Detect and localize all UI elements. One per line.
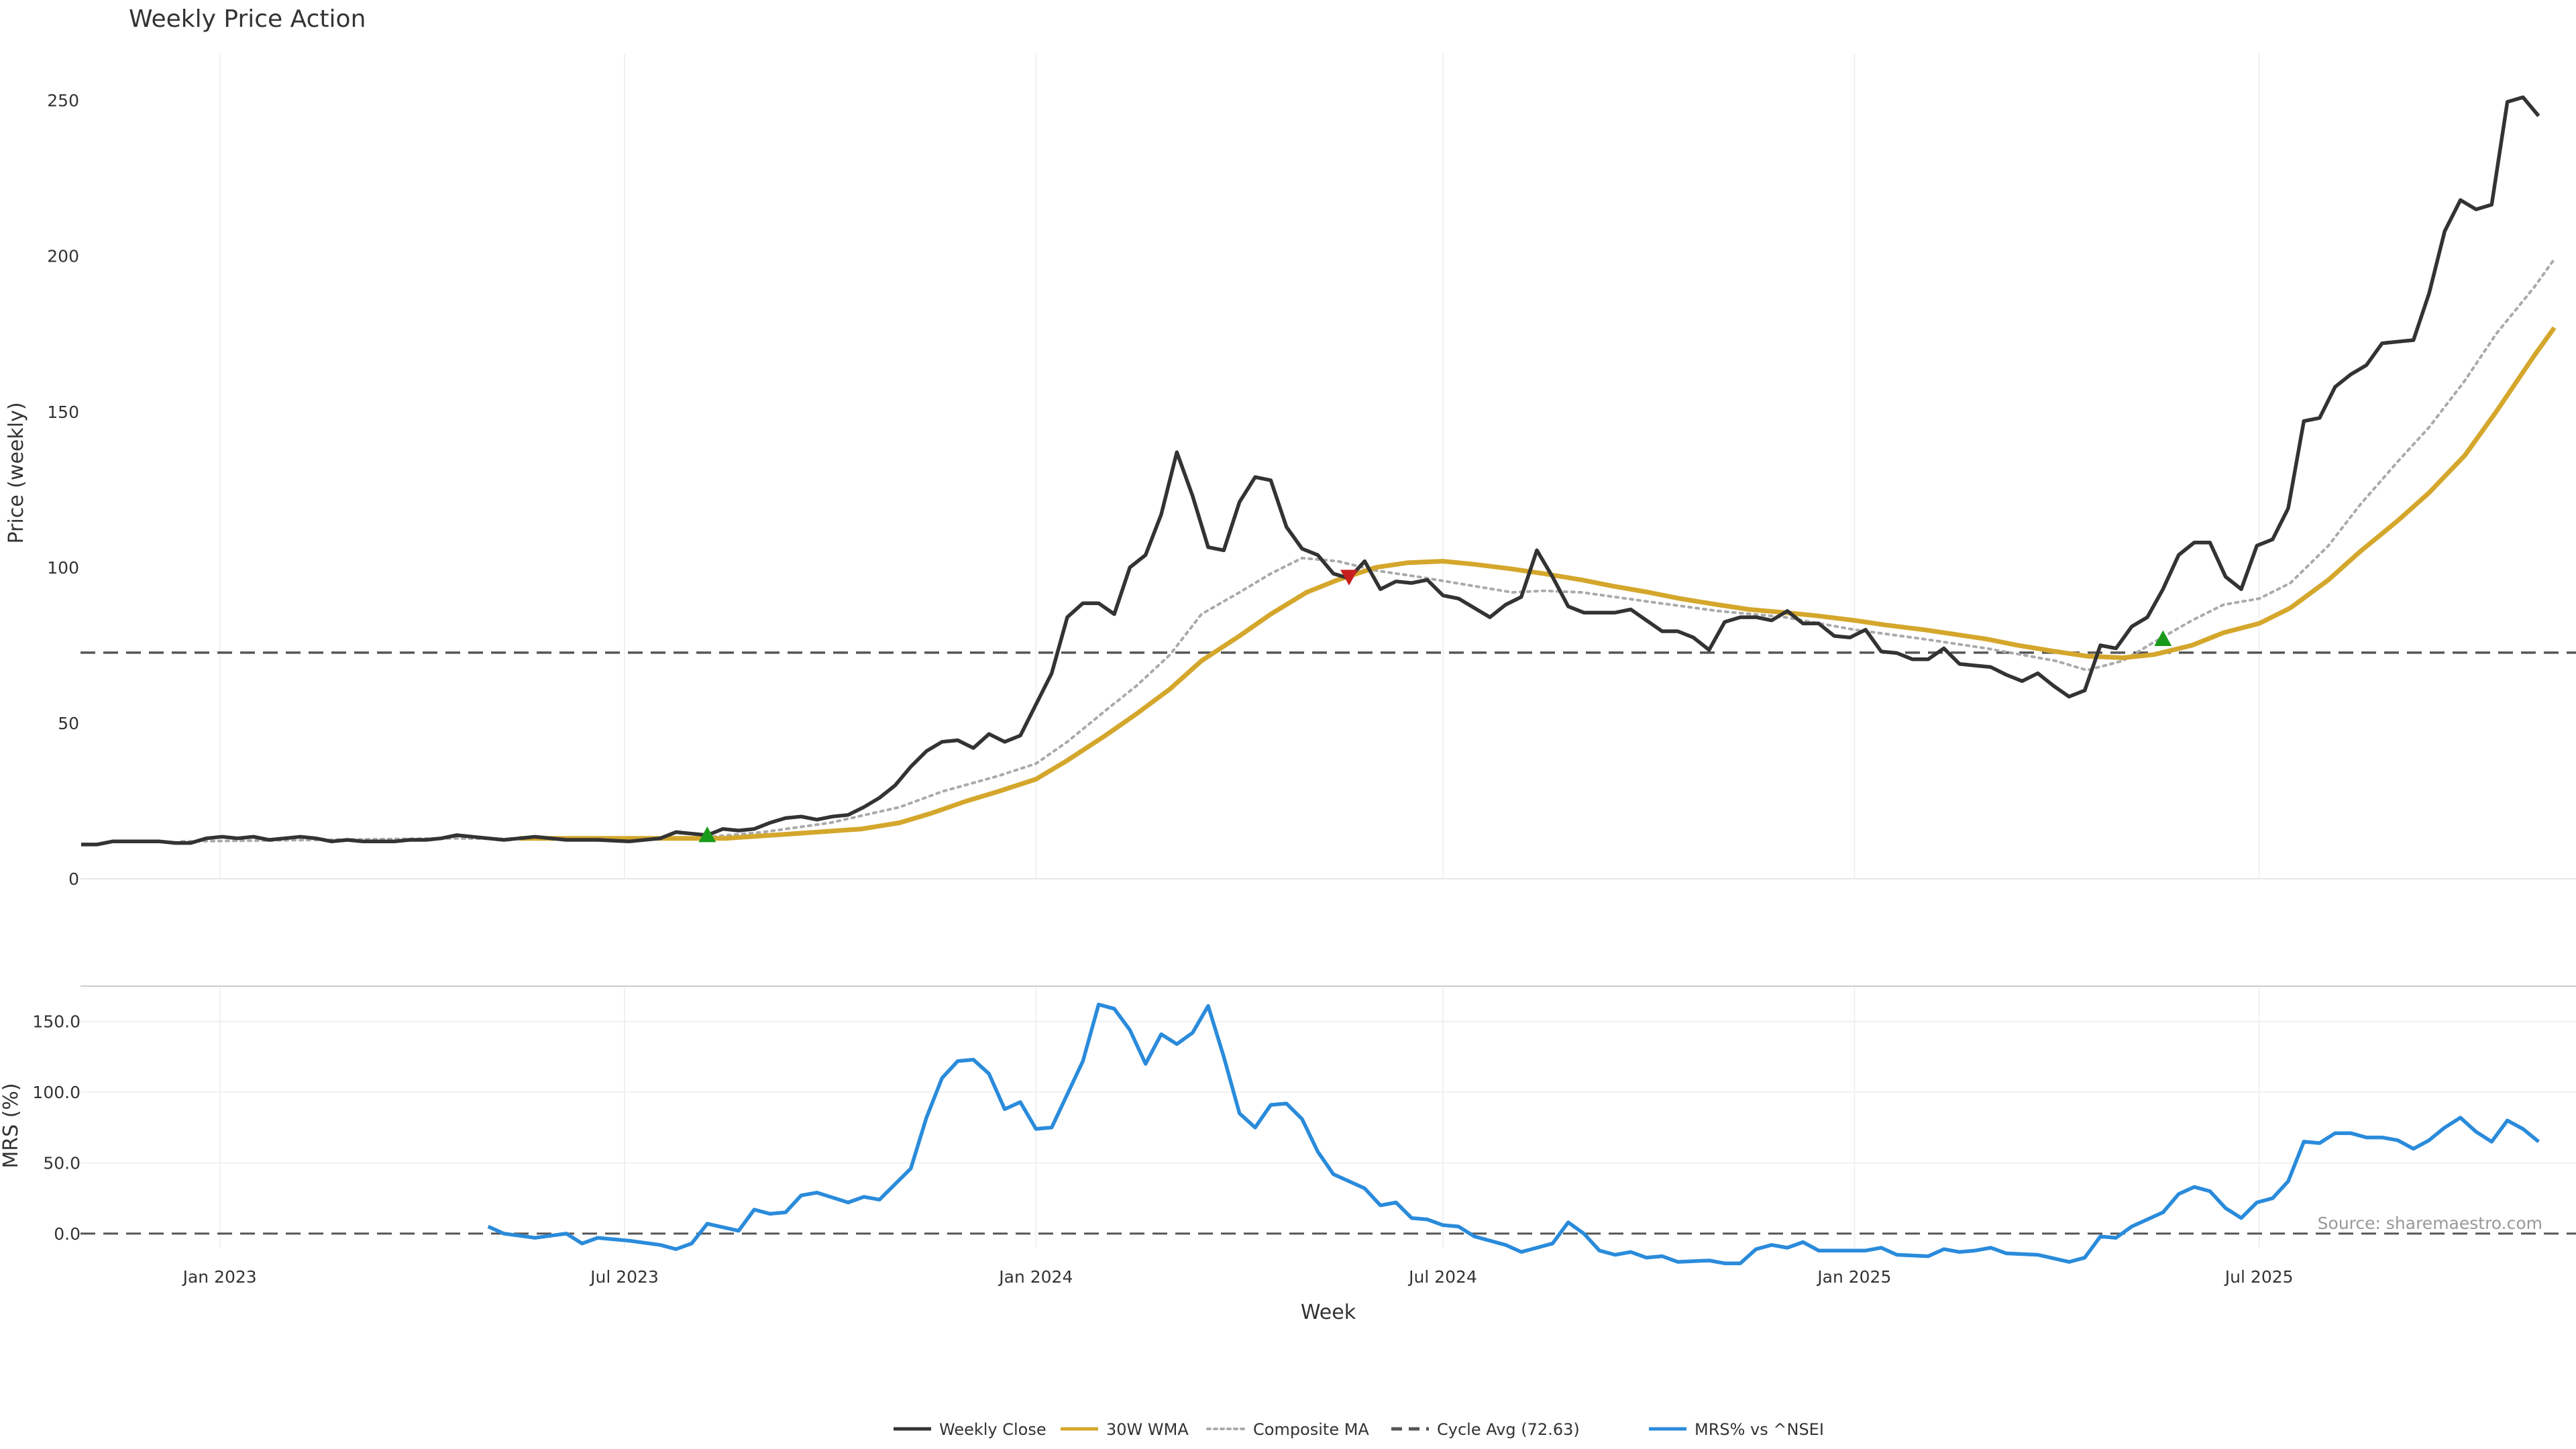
- mrs-line: [487, 1002, 2540, 1265]
- x-tick-label: Jul 2025: [2224, 1267, 2294, 1287]
- legend-label: Composite MA: [1253, 1420, 1369, 1439]
- composite-ma-line: [180, 258, 2556, 843]
- buy-signal-marker: [698, 826, 716, 843]
- legend-label: MRS% vs ^NSEI: [1695, 1420, 1824, 1439]
- x-tick-label: Jan 2023: [182, 1267, 257, 1287]
- x-tick-label: Jul 2023: [589, 1267, 659, 1287]
- mrs-y-tick-label: 50.0: [43, 1154, 80, 1173]
- price-y-tick-label: 150: [47, 402, 79, 422]
- price-y-tick-label: 250: [47, 91, 79, 111]
- x-axis-title: Week: [1301, 1301, 1356, 1324]
- weekly-close-line: [81, 95, 2540, 847]
- x-tick-label: Jul 2024: [1407, 1267, 1477, 1287]
- legend-label: 30W WMA: [1106, 1420, 1189, 1439]
- sell-signal-marker: [1340, 570, 1358, 586]
- price-y-tick-label: 100: [47, 558, 79, 578]
- price-panel: 0 50 100 150 200 250: [47, 54, 2576, 889]
- mrs-y-axis-title: MRS (%): [0, 1083, 23, 1168]
- price-y-tick-label: 50: [58, 714, 79, 733]
- legend-label: Weekly Close: [939, 1420, 1046, 1439]
- wma-30w-line: [519, 326, 2557, 841]
- x-axis: Jan 2023 Jul 2023 Jan 2024 Jul 2024 Jan 2025…: [182, 1267, 2294, 1287]
- x-tick-label: Jan 2024: [998, 1267, 1073, 1287]
- price-y-tick-label: 200: [47, 247, 79, 266]
- buy-signal-marker: [2154, 630, 2172, 647]
- mrs-panel: 0.0 50.0 100.0 150.0: [32, 985, 2576, 1265]
- price-y-tick-label: 0: [68, 869, 79, 889]
- chart-title: Weekly Price Action: [129, 5, 366, 33]
- legend: Weekly Close 30W WMA Composite MA Cycle Avg…: [894, 1420, 1824, 1439]
- source-note: Source: sharemaestro.com: [2318, 1214, 2542, 1233]
- x-tick-label: Jan 2025: [1816, 1267, 1891, 1287]
- mrs-y-tick-label: 0.0: [54, 1224, 80, 1244]
- mrs-y-tick-label: 150.0: [32, 1012, 80, 1032]
- price-y-axis-title: Price (weekly): [5, 402, 28, 543]
- mrs-y-tick-label: 100.0: [32, 1083, 80, 1102]
- legend-label: Cycle Avg (72.63): [1437, 1420, 1580, 1439]
